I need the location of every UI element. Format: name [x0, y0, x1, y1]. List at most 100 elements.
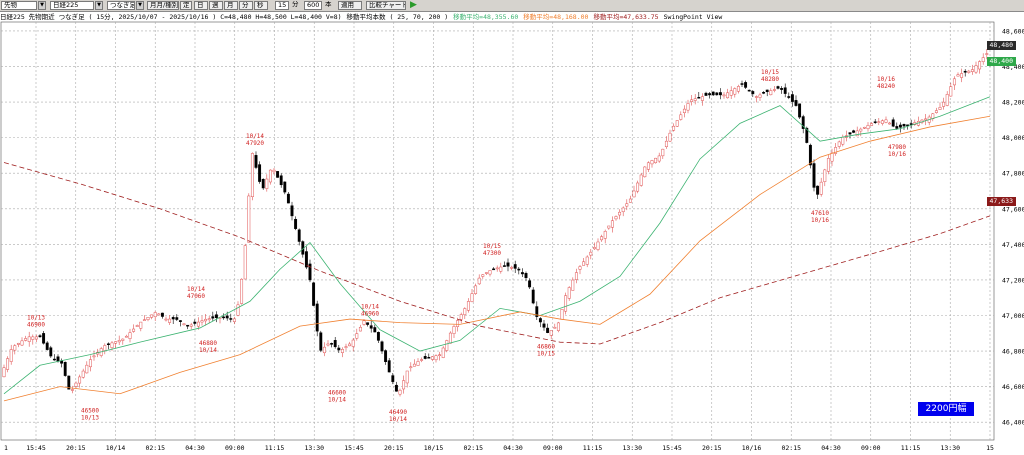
- candle-body: [582, 261, 586, 266]
- candle-body: [178, 320, 182, 322]
- period-day-button[interactable]: 日: [194, 1, 208, 10]
- index-select[interactable]: 日経225: [50, 1, 94, 10]
- candle-body: [938, 107, 942, 110]
- candle-body: [243, 245, 247, 280]
- candle-body: [574, 272, 578, 280]
- candle-body: [880, 120, 884, 124]
- candle-body: [247, 195, 251, 243]
- info-line: 日経225 先物期近 つなぎ足 ( 15分, 2025/10/07 - 2025…: [0, 12, 1024, 22]
- candle-body: [711, 91, 715, 96]
- candle-body: [956, 74, 960, 77]
- candle-body: [790, 94, 794, 102]
- candle-body: [474, 285, 478, 294]
- candle-body: [74, 382, 78, 387]
- candle-body: [510, 267, 514, 269]
- swing-point-label: 10/15: [761, 69, 779, 76]
- play-icon[interactable]: ▶: [410, 0, 417, 10]
- chevron-down-icon[interactable]: ▼: [136, 1, 144, 10]
- x-tick-label: 04:30: [821, 444, 841, 452]
- x-tick-label: 10/14: [106, 444, 126, 452]
- candle-body: [758, 94, 762, 98]
- candle-body: [63, 361, 67, 376]
- candle-body: [963, 70, 967, 73]
- swing-point-label: 47980: [888, 144, 906, 151]
- candle-body: [132, 328, 136, 332]
- candle-body: [88, 359, 92, 368]
- y-tick-label: 48,400: [1002, 63, 1024, 71]
- x-tick-label: 11:15: [901, 444, 921, 452]
- swing-point-label: 10/14: [389, 416, 407, 423]
- candle-body: [679, 114, 683, 120]
- candle-body: [895, 126, 899, 129]
- candle-body: [686, 103, 690, 111]
- candle-body: [693, 98, 697, 101]
- x-tick-label: 04:30: [503, 444, 523, 452]
- candle-body: [715, 92, 719, 96]
- candle-body: [643, 166, 647, 178]
- apply-button[interactable]: 適用: [338, 1, 362, 10]
- candle-body: [272, 169, 276, 173]
- period-month-button[interactable]: 月: [224, 1, 238, 10]
- chevron-down-icon[interactable]: ▼: [95, 1, 103, 10]
- candle-body: [456, 320, 460, 327]
- candle-body: [520, 272, 524, 275]
- swing-point-label: 46900: [27, 321, 45, 328]
- candle-body: [780, 88, 784, 90]
- candle-body: [276, 171, 280, 178]
- contract-select[interactable]: つなぎ足: [107, 1, 135, 10]
- candle-body: [492, 268, 496, 271]
- candle-body: [193, 321, 197, 324]
- candle-body: [628, 198, 632, 203]
- candle-body: [906, 124, 910, 127]
- y-tick-label: 47,600: [1002, 205, 1024, 213]
- candle-body: [823, 169, 827, 182]
- candle-body: [150, 314, 154, 318]
- chevron-down-icon[interactable]: ▼: [38, 1, 46, 10]
- candle-body: [794, 100, 798, 106]
- fix-button[interactable]: 定: [180, 1, 192, 10]
- candle-body: [592, 247, 596, 250]
- candle-body: [866, 125, 870, 129]
- candle-body: [546, 327, 550, 333]
- history-button[interactable]: 月月/種別: [147, 1, 179, 10]
- instrument-select[interactable]: 先物: [1, 1, 37, 10]
- period-week-button[interactable]: 週: [209, 1, 223, 10]
- candle-body: [488, 270, 492, 275]
- candle-body: [175, 317, 179, 320]
- y-tick-label: 48,000: [1002, 134, 1024, 142]
- candle-body: [798, 103, 802, 118]
- swing-point-label: 46860: [537, 343, 555, 350]
- count-input[interactable]: 600: [304, 1, 322, 10]
- x-tick-label: 11:15: [583, 444, 603, 452]
- candle-body: [495, 267, 499, 270]
- candle-body: [315, 303, 319, 332]
- period-second-button[interactable]: 秒: [254, 1, 268, 10]
- candle-body: [56, 356, 60, 362]
- candle-body: [553, 326, 557, 329]
- candle-body: [121, 338, 125, 341]
- compare-chart-button[interactable]: 比較チャート: [366, 1, 406, 10]
- candle-body: [848, 132, 852, 135]
- candle-body: [564, 295, 568, 312]
- candle-body: [31, 336, 35, 340]
- candle-body: [484, 272, 488, 274]
- interval-input[interactable]: 15: [275, 1, 289, 10]
- candle-body: [747, 89, 751, 92]
- period-minute-button[interactable]: 分: [239, 1, 253, 10]
- swing-point-label: 47610: [811, 210, 829, 217]
- candle-body: [171, 317, 175, 320]
- candle-body: [427, 357, 431, 359]
- x-tick-label: 02:15: [781, 444, 801, 452]
- swing-point-label: 10/15: [537, 350, 555, 357]
- candle-body: [67, 375, 71, 390]
- candle-body: [24, 338, 28, 341]
- candle-body: [614, 216, 618, 220]
- candle-body: [236, 304, 240, 316]
- candle-body: [830, 152, 834, 162]
- candle-body: [672, 125, 676, 131]
- candle-body: [744, 82, 748, 88]
- candle-body: [740, 83, 744, 85]
- candle-body: [618, 211, 622, 216]
- candle-body: [610, 220, 614, 228]
